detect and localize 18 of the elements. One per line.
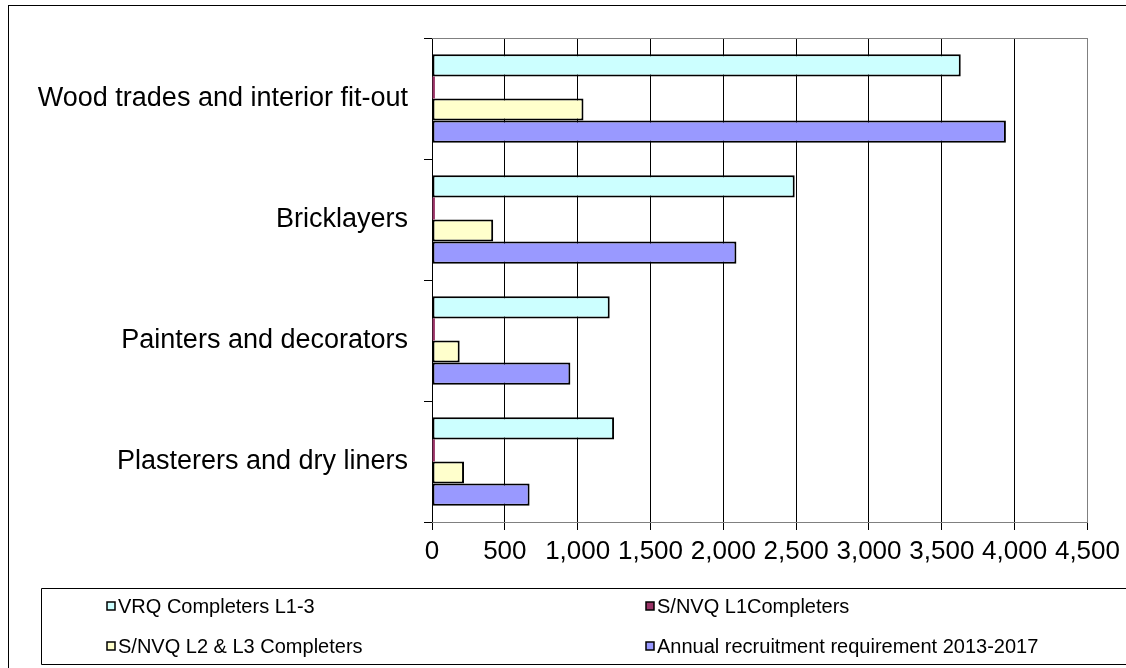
y-tick-label: Plasterers and dry liners xyxy=(116,444,408,475)
x-tick-label: 4,000 xyxy=(982,534,1048,565)
x-tick-label: 1,000 xyxy=(545,534,611,565)
y-tick-label: Wood trades and interior fit-out xyxy=(37,81,409,112)
x-tick-label: 0 xyxy=(424,534,440,565)
x-tick-label: 4,500 xyxy=(1054,534,1121,565)
y-tick-label: Painters and decorators xyxy=(121,323,408,354)
x-tick-label: 1,500 xyxy=(617,534,684,565)
legend-label: S/NVQ L1Completers xyxy=(657,594,850,617)
x-tick-label: 2,000 xyxy=(690,534,756,565)
legend-label: Annual recruitment requirement 2013-2017 xyxy=(657,634,1039,657)
x-tick-label: 2,500 xyxy=(763,534,829,565)
x-tick-label: 3,000 xyxy=(836,534,902,565)
legend-label: S/NVQ L2 & L3 Completers xyxy=(118,634,363,657)
x-tick-label: 500 xyxy=(483,534,527,565)
y-tick-label: Bricklayers xyxy=(275,202,408,233)
legend-label: VRQ Completers L1-3 xyxy=(118,594,315,617)
x-tick-label: 3,500 xyxy=(909,534,975,565)
